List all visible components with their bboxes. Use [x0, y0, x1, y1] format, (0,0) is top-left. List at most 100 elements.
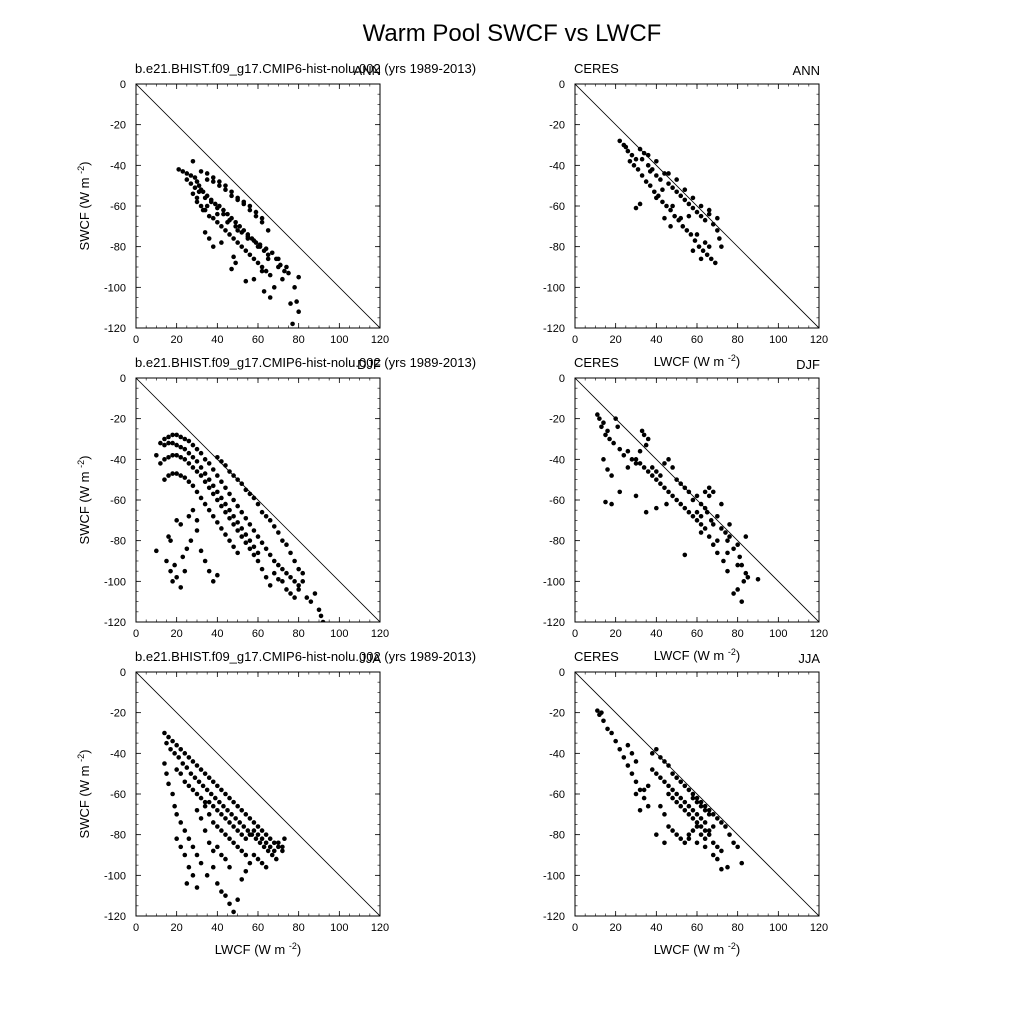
data-point: [694, 493, 700, 499]
data-point: [719, 820, 724, 825]
data-point: [288, 301, 293, 306]
data-point: [316, 607, 322, 613]
data-point: [271, 524, 277, 529]
data-point: [263, 574, 269, 580]
data-point: [251, 276, 257, 282]
data-point: [282, 836, 287, 842]
data-point: [267, 295, 273, 300]
data-point: [198, 548, 204, 554]
x-tick-label: 20: [610, 628, 622, 640]
x-tick-label: 100: [769, 334, 787, 346]
panel-right-title: JJA: [359, 651, 381, 666]
y-axis-label: SWCF (W m -2): [76, 750, 92, 839]
y-tick-label: -40: [549, 748, 565, 760]
data-point: [688, 232, 694, 237]
data-point: [641, 465, 647, 470]
data-point: [245, 828, 251, 833]
data-point: [219, 889, 224, 894]
data-point: [639, 173, 645, 178]
data-point: [174, 767, 179, 772]
data-point: [186, 438, 192, 444]
data-point: [190, 507, 196, 513]
data-point: [219, 852, 224, 858]
data-point: [698, 824, 704, 829]
y-tick-label: -120: [104, 911, 126, 923]
data-point: [235, 844, 240, 850]
data-point: [247, 538, 253, 543]
data-point: [682, 552, 688, 558]
y-tick-label: 0: [559, 667, 565, 679]
data-point: [162, 457, 167, 462]
data-point: [229, 812, 234, 817]
data-point: [243, 852, 249, 858]
y-tick-label: -100: [104, 282, 126, 294]
data-point: [668, 224, 673, 229]
data-point: [261, 844, 267, 850]
data-point: [647, 169, 653, 174]
data-point: [304, 595, 310, 600]
data-point: [666, 791, 671, 797]
data-point: [233, 260, 238, 266]
data-point: [735, 844, 740, 850]
x-tick-label: 120: [810, 922, 828, 934]
data-point: [208, 199, 214, 205]
data-point: [227, 491, 232, 497]
data-point: [255, 824, 261, 829]
x-tick-label: 120: [810, 334, 828, 346]
data-point: [625, 148, 631, 154]
data-point: [706, 207, 712, 213]
data-point: [259, 264, 265, 270]
data-point: [194, 489, 200, 495]
data-point: [190, 483, 196, 489]
data-point: [259, 215, 265, 221]
data-point: [194, 518, 200, 523]
data-point: [682, 807, 688, 813]
data-point: [172, 803, 177, 809]
data-point: [237, 224, 242, 229]
y-tick-label: -20: [110, 414, 126, 426]
data-point: [178, 434, 184, 440]
data-point: [292, 579, 297, 584]
data-point: [235, 897, 240, 903]
data-point: [617, 138, 623, 144]
data-point: [704, 252, 710, 258]
data-point: [182, 436, 188, 442]
data-point: [595, 412, 600, 417]
data-point: [702, 803, 708, 809]
data-point: [265, 252, 271, 258]
data-point: [690, 807, 696, 813]
data-point: [206, 507, 212, 513]
data-point: [271, 570, 277, 576]
data-point: [251, 552, 257, 558]
data-point: [223, 832, 228, 837]
data-point: [215, 489, 220, 495]
panels: 0 20 40 60 80 100 120 0 -20 -40 -60 -80 -100 -120 b.e2…: [76, 61, 828, 957]
data-point: [690, 205, 696, 211]
data-point: [198, 816, 204, 821]
data-point: [682, 485, 688, 491]
y-tick-label: -40: [549, 454, 565, 466]
data-point: [219, 224, 224, 229]
data-point: [186, 864, 192, 870]
data-point: [666, 763, 671, 768]
data-point: [263, 832, 269, 837]
reference-line: [136, 84, 380, 328]
data-point: [280, 566, 285, 572]
data-point: [247, 491, 253, 497]
data-point: [274, 256, 279, 262]
y-tick-label: 0: [120, 373, 126, 385]
data-point: [206, 213, 212, 219]
data-point: [735, 562, 740, 568]
y-tick-label: -80: [549, 242, 565, 254]
data-point: [605, 467, 610, 472]
data-point: [625, 742, 631, 748]
data-point: [706, 211, 712, 217]
data-point: [617, 746, 623, 752]
data-point: [727, 832, 732, 837]
data-point: [662, 779, 667, 785]
data-point: [200, 207, 206, 213]
data-point: [645, 436, 651, 442]
data-point: [694, 840, 700, 846]
data-point: [647, 183, 653, 188]
data-point: [225, 211, 230, 217]
